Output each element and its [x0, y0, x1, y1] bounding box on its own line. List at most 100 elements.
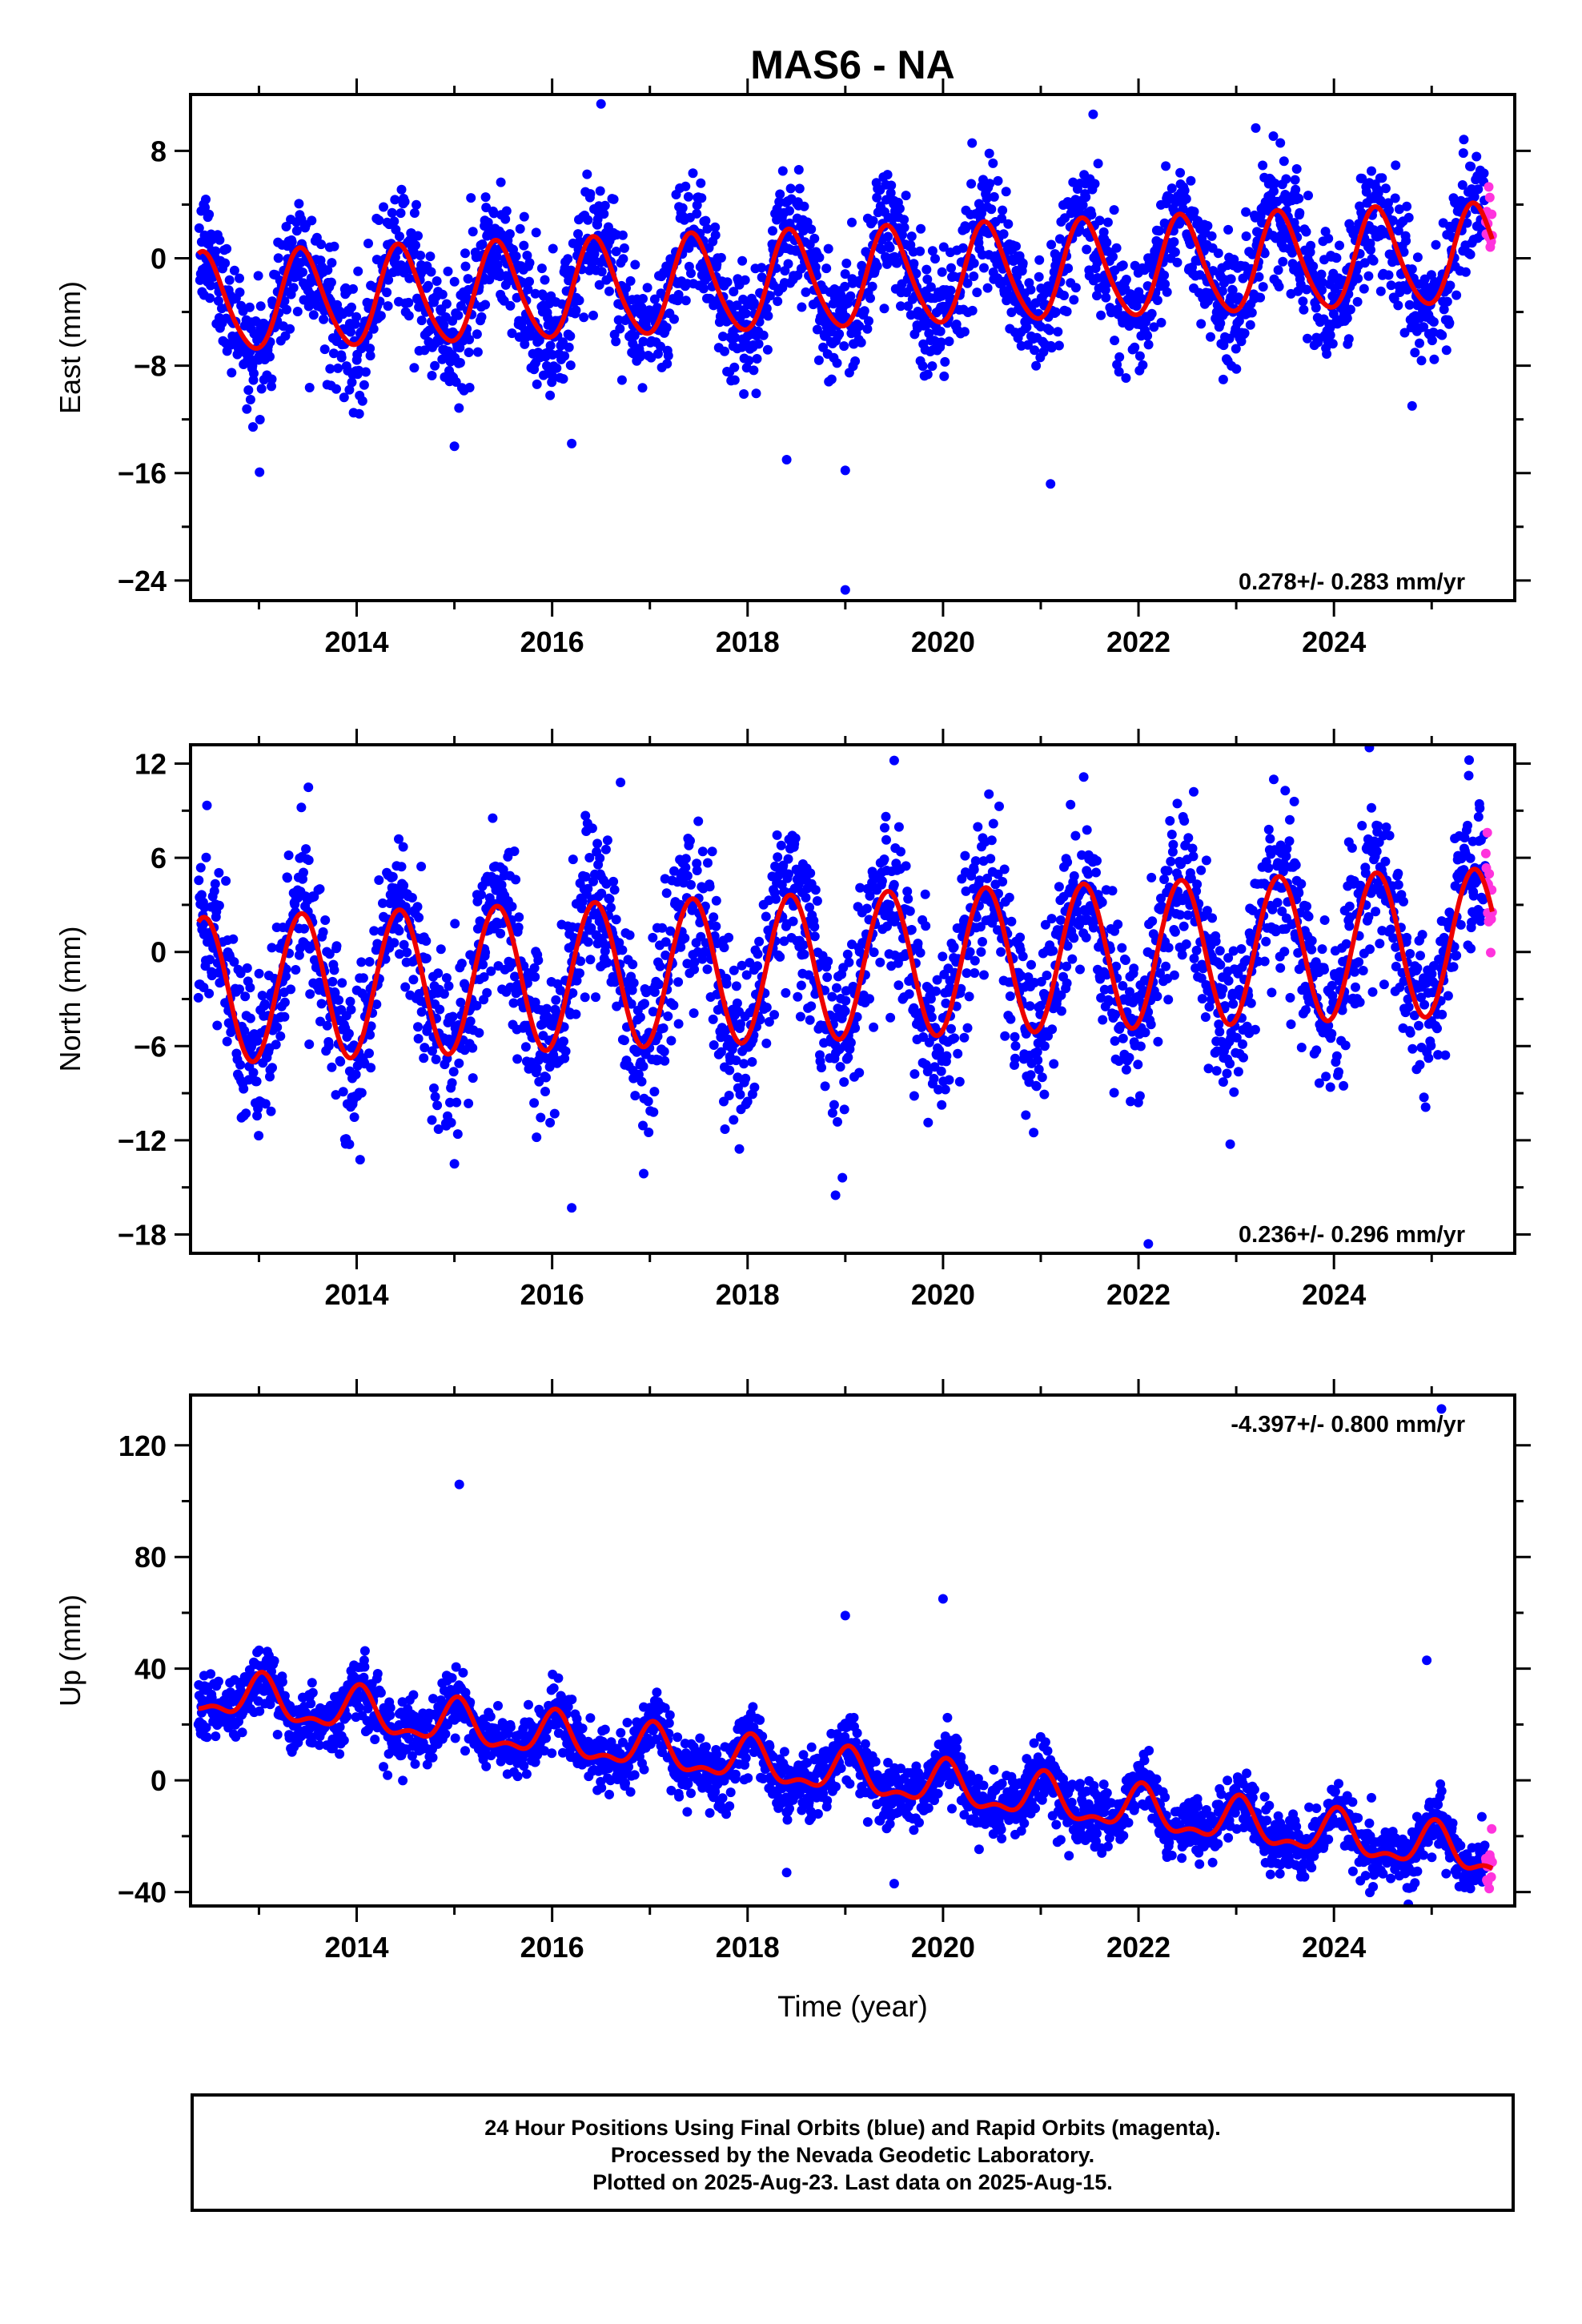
data-point [305, 989, 315, 999]
data-point [488, 208, 499, 219]
data-point [886, 180, 897, 191]
data-point [636, 1076, 647, 1087]
data-point [1218, 374, 1228, 384]
data-point [416, 1007, 427, 1017]
data-point [784, 869, 793, 879]
data-point [771, 894, 781, 904]
data-point [600, 844, 611, 854]
data-point [765, 291, 775, 301]
data-point [772, 830, 782, 840]
data-point [1360, 868, 1371, 879]
data-point [565, 331, 576, 341]
data-point [1153, 1036, 1163, 1047]
data-point [288, 283, 299, 293]
data-point [855, 883, 865, 893]
data-point [669, 314, 679, 324]
data-point [629, 331, 640, 340]
data-point [1269, 774, 1279, 785]
data-point [464, 1098, 474, 1108]
data-point [368, 324, 379, 334]
data-point [351, 312, 362, 322]
data-point [653, 348, 663, 359]
data-point [551, 995, 561, 1005]
data-point [1000, 1031, 1010, 1041]
data-point [1373, 878, 1383, 888]
data-point [901, 191, 911, 201]
data-point [399, 880, 409, 891]
data-point [862, 324, 873, 334]
data-point [1261, 936, 1271, 947]
data-point [1228, 999, 1239, 1009]
data-point [877, 876, 887, 887]
data-point [334, 995, 344, 1005]
outlier-point [449, 441, 460, 452]
data-point [398, 842, 408, 852]
data-point [395, 949, 404, 959]
data-point [478, 959, 488, 970]
data-point [1094, 215, 1105, 226]
data-point [389, 216, 400, 227]
data-point [344, 384, 355, 395]
data-point [275, 1031, 286, 1041]
data-point [1175, 910, 1186, 920]
data-point [488, 813, 498, 823]
data-point [1172, 798, 1182, 809]
data-point [315, 884, 325, 895]
data-point [583, 215, 593, 225]
data-point [1134, 1091, 1145, 1101]
data-point [775, 189, 785, 199]
data-point [472, 329, 482, 340]
data-point [823, 243, 833, 254]
data-point [841, 986, 851, 996]
data-point [1347, 842, 1357, 853]
data-point [409, 208, 420, 218]
data-point [439, 989, 449, 999]
data-point [1301, 1005, 1311, 1015]
data-point [628, 959, 638, 970]
data-point [749, 1082, 760, 1092]
data-point [1231, 364, 1242, 374]
data-point [1149, 322, 1159, 332]
data-point [358, 973, 368, 983]
data-point [543, 312, 553, 323]
data-point [222, 1036, 232, 1047]
data-point [614, 938, 624, 948]
data-point [929, 1073, 939, 1084]
data-point [1097, 897, 1107, 907]
data-point [331, 1090, 341, 1100]
data-point [265, 1072, 275, 1082]
data-point [592, 838, 603, 849]
data-point [400, 982, 411, 992]
data-point [879, 304, 889, 314]
data-point [480, 300, 491, 310]
data-point [847, 217, 857, 227]
data-point [242, 404, 252, 414]
data-point [1278, 866, 1288, 877]
data-point [222, 243, 232, 254]
data-point [294, 950, 304, 960]
data-point [638, 294, 648, 304]
data-point [501, 206, 512, 216]
data-point [657, 923, 668, 933]
data-point [875, 957, 885, 967]
data-point [976, 947, 986, 957]
data-point [239, 1084, 249, 1094]
data-point [969, 271, 979, 281]
data-point [923, 1117, 934, 1128]
data-point [917, 361, 928, 372]
data-point [1274, 281, 1284, 292]
data-point [1267, 987, 1277, 998]
data-point [920, 313, 930, 324]
data-point [749, 298, 759, 308]
data-point [573, 229, 583, 239]
data-point [328, 348, 339, 359]
data-point [1070, 830, 1081, 841]
data-point [993, 869, 1003, 879]
data-point [1285, 814, 1295, 825]
data-point [291, 226, 302, 236]
data-point [962, 278, 973, 288]
data-point [337, 978, 347, 988]
data-point [304, 383, 315, 392]
data-point [318, 927, 328, 937]
data-point [460, 248, 470, 259]
